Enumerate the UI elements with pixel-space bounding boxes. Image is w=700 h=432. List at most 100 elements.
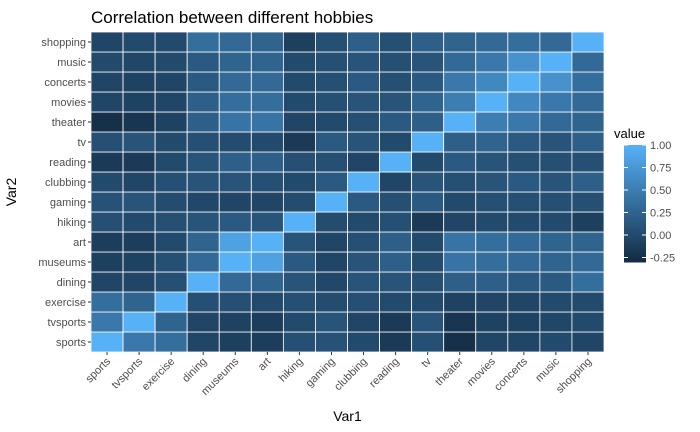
legend-colorbar-segment xyxy=(624,260,646,263)
heatmap-cell xyxy=(347,31,380,53)
heatmap-cell xyxy=(571,31,605,53)
legend-colorbar-segment xyxy=(624,185,646,189)
legend-colorbar-segment xyxy=(624,236,646,240)
heatmap-cell xyxy=(282,211,316,233)
heatmap-cell xyxy=(282,311,316,333)
legend-colorbar-segment xyxy=(624,191,646,195)
legend-colorbar-segment xyxy=(624,158,646,162)
legend-colorbar-segment xyxy=(624,187,646,191)
x-axis-title: Var1 xyxy=(333,408,362,424)
heatmap-cell xyxy=(379,231,413,253)
legend-colorbar-segment xyxy=(624,203,646,206)
legend-colorbar-segment xyxy=(624,176,646,179)
heatmap-cell xyxy=(347,251,380,273)
heatmap-cell xyxy=(315,291,348,313)
heatmap-cell xyxy=(411,31,445,53)
heatmap-cell xyxy=(411,71,445,93)
heatmap-cell xyxy=(379,331,413,353)
heatmap-cell xyxy=(539,171,573,193)
legend-colorbar-segment xyxy=(624,234,646,238)
heatmap-cell xyxy=(250,31,284,53)
heatmap-cell xyxy=(315,211,348,233)
legend-colorbar-segment xyxy=(624,162,646,165)
legend-colorbar-segment xyxy=(624,182,646,185)
heatmap-cell xyxy=(411,91,445,113)
heatmap-cell xyxy=(90,191,124,213)
legend-colorbar-segment xyxy=(624,195,646,199)
heatmap-cell xyxy=(443,331,477,353)
heatmap-cell xyxy=(154,111,188,133)
heatmap-cell xyxy=(122,311,156,333)
heatmap-cell xyxy=(218,191,252,213)
legend-colorbar-segment xyxy=(624,242,646,245)
heatmap-cell xyxy=(122,271,156,293)
heatmap-cell xyxy=(282,171,316,193)
heatmap-cell xyxy=(507,71,541,93)
heatmap-cell xyxy=(379,151,413,173)
heatmap-cell xyxy=(443,171,477,193)
heatmap-cell xyxy=(379,191,413,213)
heatmap-cell xyxy=(411,51,445,73)
heatmap-cell xyxy=(218,151,252,173)
heatmap-cell xyxy=(347,331,380,353)
legend-colorbar-segment xyxy=(624,152,646,156)
x-tick-label: theater xyxy=(433,355,466,388)
heatmap-cell xyxy=(571,151,605,173)
y-tick-label: tv xyxy=(77,137,86,149)
legend-colorbar-segment xyxy=(624,223,646,226)
heatmap-cell xyxy=(443,291,477,313)
legend-colorbar-segment xyxy=(624,246,646,249)
legend-tick-label: 0.50 xyxy=(650,185,671,197)
heatmap-cell xyxy=(443,151,477,173)
y-tick-label: art xyxy=(73,237,86,249)
heatmap-cell xyxy=(282,231,316,253)
heatmap-cell xyxy=(539,51,573,73)
legend-colorbar-segment xyxy=(624,164,646,167)
heatmap-cell xyxy=(347,151,380,173)
heatmap-cell xyxy=(315,251,348,273)
heatmap-cell xyxy=(315,311,348,333)
heatmap-cell xyxy=(315,191,348,213)
heatmap-cell xyxy=(475,271,509,293)
heatmap-cell xyxy=(507,171,541,193)
heatmap-cell xyxy=(90,71,124,93)
legend: value 1.00 0.75 0.50 0.25 0.00 -0.25 xyxy=(614,126,675,265)
legend-colorbar-segment xyxy=(624,258,646,261)
heatmap-cell xyxy=(186,151,220,173)
heatmap-cell xyxy=(122,111,156,133)
heatmap-cell xyxy=(347,211,380,233)
y-tick-label: reading xyxy=(49,157,86,169)
heatmap-cell xyxy=(347,91,380,113)
legend-colorbar-segment xyxy=(624,174,646,177)
heatmap-cell xyxy=(379,51,413,73)
legend-colorbar-segment xyxy=(624,189,646,193)
legend-colorbar-segment xyxy=(624,256,646,259)
heatmap-cell xyxy=(282,151,316,173)
heatmap-cell xyxy=(315,91,348,113)
heatmap-cell xyxy=(154,91,188,113)
legend-colorbar-segment xyxy=(624,199,646,203)
y-tick-label: dining xyxy=(57,277,86,289)
legend-colorbar-segment xyxy=(624,148,646,152)
heatmap-cell xyxy=(347,51,380,73)
legend-colorbar-segment xyxy=(624,221,646,224)
heatmap-cell xyxy=(218,211,252,233)
heatmap-cell xyxy=(282,111,316,133)
heatmap-cell xyxy=(315,151,348,173)
heatmap-cell xyxy=(507,231,541,253)
heatmap-cell xyxy=(411,231,445,253)
x-tick-label: tv xyxy=(419,355,434,370)
heatmap-cell xyxy=(475,331,509,353)
y-tick-label: hiking xyxy=(57,217,86,229)
heatmap-cell xyxy=(315,331,348,353)
heatmap-cell xyxy=(154,231,188,253)
heatmap-cell xyxy=(218,311,252,333)
heatmap-cell xyxy=(475,111,509,133)
heatmap-cell xyxy=(250,231,284,253)
heatmap-cell xyxy=(315,271,348,293)
x-tick-label: music xyxy=(533,355,562,384)
legend-colorbar-segment xyxy=(624,201,646,204)
y-tick-label: music xyxy=(57,57,86,69)
heatmap-cell xyxy=(218,291,252,313)
heatmap-cell xyxy=(411,111,445,133)
